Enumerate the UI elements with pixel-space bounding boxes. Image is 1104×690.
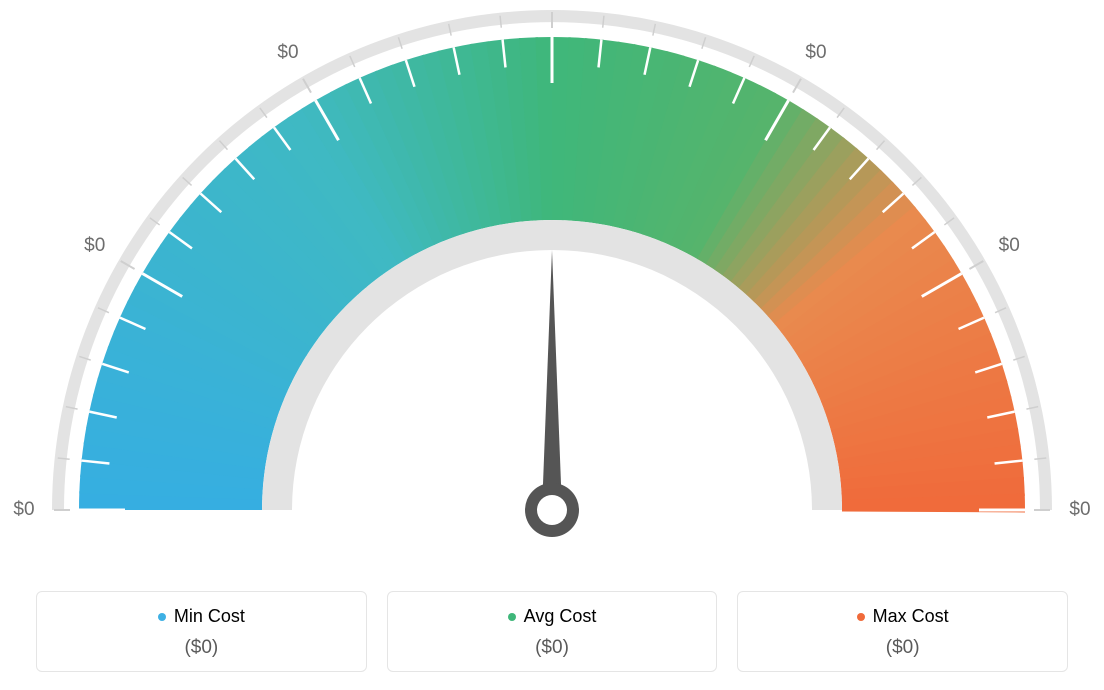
legend-label-avg: Avg Cost <box>524 606 597 627</box>
legend-card-avg: Avg Cost ($0) <box>387 591 718 672</box>
legend-title-min: Min Cost <box>158 606 245 627</box>
gauge-tick-label: $0 <box>277 42 298 64</box>
legend-value-max: ($0) <box>748 637 1057 659</box>
legend-row: Min Cost ($0) Avg Cost ($0) Max Cost ($0… <box>36 591 1068 672</box>
legend-label-min: Min Cost <box>174 606 245 627</box>
gauge-tick-label: $0 <box>805 42 826 64</box>
gauge-tick-label: $0 <box>84 235 105 257</box>
legend-dot-avg <box>508 613 516 621</box>
legend-dot-max <box>857 613 865 621</box>
legend-label-max: Max Cost <box>873 606 949 627</box>
legend-card-min: Min Cost ($0) <box>36 591 367 672</box>
gauge-tick-label: $0 <box>13 499 34 521</box>
legend-title-avg: Avg Cost <box>508 606 597 627</box>
legend-value-avg: ($0) <box>398 637 707 659</box>
legend-card-max: Max Cost ($0) <box>737 591 1068 672</box>
gauge-tick-label: $0 <box>1069 499 1090 521</box>
gauge-tick-label: $0 <box>999 235 1020 257</box>
legend-dot-min <box>158 613 166 621</box>
gauge-chart-container: $0$0$0$0$0$0$0 Min Cost ($0) Avg Cost ($… <box>0 0 1104 690</box>
legend-title-max: Max Cost <box>857 606 949 627</box>
gauge: $0$0$0$0$0$0$0 <box>0 0 1104 560</box>
legend-value-min: ($0) <box>47 637 356 659</box>
gauge-svg <box>0 0 1104 560</box>
